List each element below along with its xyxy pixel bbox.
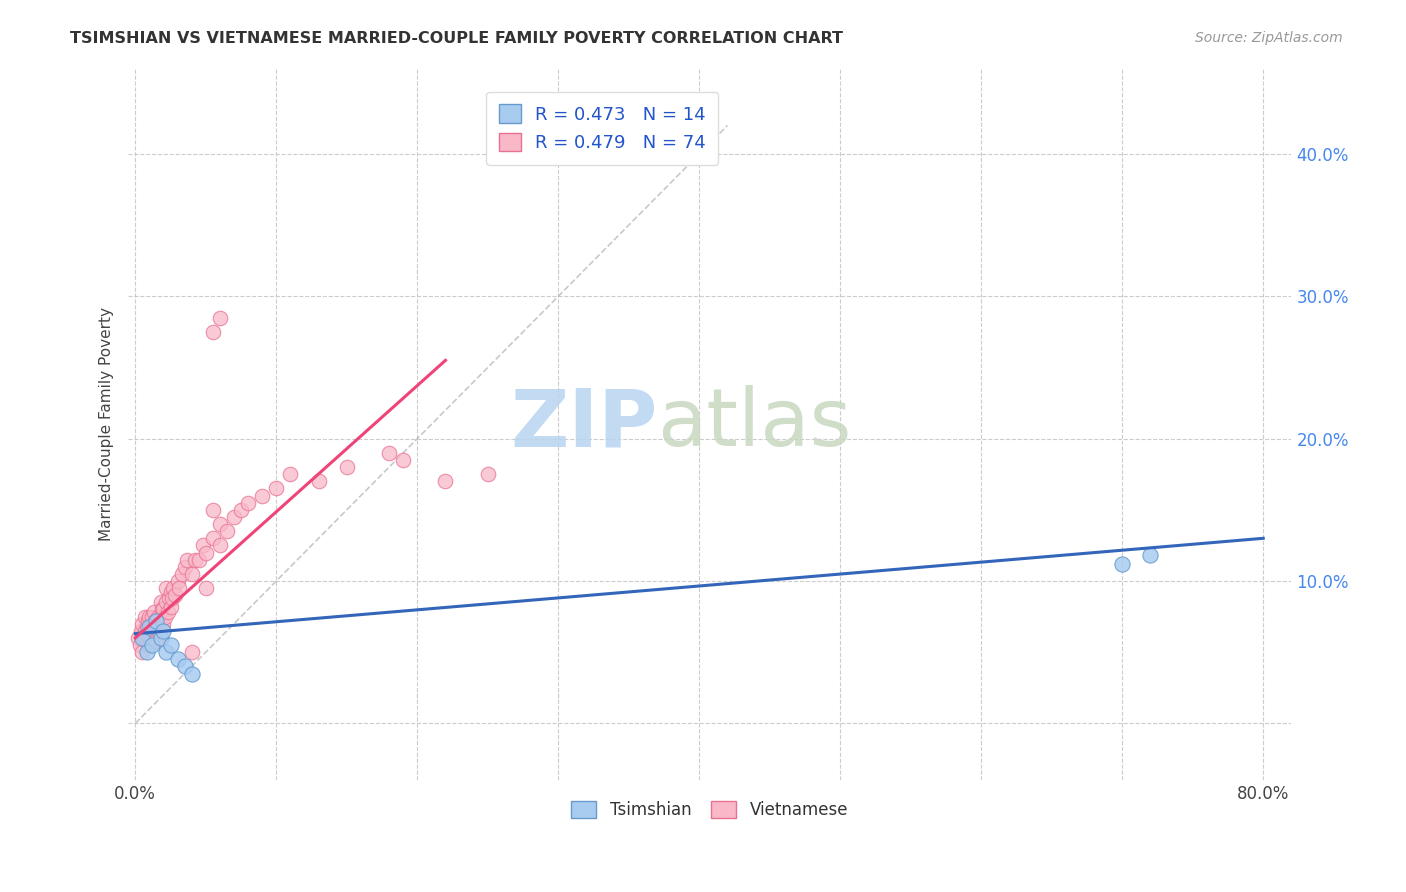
Point <box>308 475 330 489</box>
Point <box>143 614 166 628</box>
Point <box>1111 557 1133 571</box>
Point <box>148 616 170 631</box>
Point <box>201 531 224 545</box>
Point <box>215 524 238 538</box>
Point <box>159 599 181 614</box>
Point <box>166 574 188 588</box>
Text: atlas: atlas <box>658 385 852 464</box>
Point <box>266 482 288 496</box>
Point <box>141 638 163 652</box>
Point <box>1139 549 1161 563</box>
Point <box>152 602 174 616</box>
Point <box>180 666 202 681</box>
Point <box>138 619 160 633</box>
Point <box>135 645 157 659</box>
Point <box>135 619 157 633</box>
Point <box>141 609 163 624</box>
Text: TSIMSHIAN VS VIETNAMESE MARRIED-COUPLE FAMILY POVERTY CORRELATION CHART: TSIMSHIAN VS VIETNAMESE MARRIED-COUPLE F… <box>70 31 844 46</box>
Point <box>155 645 177 659</box>
Point <box>180 645 202 659</box>
Point <box>139 631 162 645</box>
Point <box>434 475 457 489</box>
Point <box>378 446 401 460</box>
Point <box>149 631 172 645</box>
Point <box>187 552 209 566</box>
Point <box>136 614 159 628</box>
Point <box>155 595 177 609</box>
Point <box>146 624 169 638</box>
Point <box>167 581 190 595</box>
Point <box>150 602 173 616</box>
Point <box>141 624 163 638</box>
Point <box>129 624 152 638</box>
Point <box>156 605 179 619</box>
Point <box>222 510 245 524</box>
Point <box>191 538 214 552</box>
Point <box>155 581 177 595</box>
Point <box>134 624 156 638</box>
Point <box>336 460 359 475</box>
Point <box>157 591 180 605</box>
Point <box>142 605 165 619</box>
Point <box>208 538 231 552</box>
Point <box>149 609 172 624</box>
Point <box>145 619 167 633</box>
Point <box>173 559 195 574</box>
Point <box>138 609 160 624</box>
Point <box>152 624 174 638</box>
Point <box>160 591 183 605</box>
Point <box>136 628 159 642</box>
Text: Source: ZipAtlas.com: Source: ZipAtlas.com <box>1195 31 1343 45</box>
Point <box>183 552 205 566</box>
Point <box>176 552 198 566</box>
Point <box>131 645 153 659</box>
Point <box>128 638 150 652</box>
Point <box>132 631 155 645</box>
Point <box>159 638 181 652</box>
Point <box>145 614 167 628</box>
Point <box>208 517 231 532</box>
Point <box>152 616 174 631</box>
Point <box>170 566 193 581</box>
Point <box>201 325 224 339</box>
Point <box>159 585 181 599</box>
Point <box>162 581 184 595</box>
Point <box>143 628 166 642</box>
Point <box>149 595 172 609</box>
Point <box>138 638 160 652</box>
Point <box>134 609 156 624</box>
Point <box>477 467 499 482</box>
Point <box>194 581 217 595</box>
Point <box>201 503 224 517</box>
Point <box>145 633 167 648</box>
Point <box>392 453 415 467</box>
Y-axis label: Married-Couple Family Poverty: Married-Couple Family Poverty <box>100 308 114 541</box>
Point <box>180 566 202 581</box>
Point <box>146 609 169 624</box>
Point <box>166 652 188 666</box>
Point <box>153 609 176 624</box>
Point <box>139 616 162 631</box>
Point <box>131 616 153 631</box>
Point <box>229 503 252 517</box>
Point <box>135 633 157 648</box>
Point <box>208 310 231 325</box>
Point <box>127 631 149 645</box>
Point <box>194 545 217 559</box>
Legend: Tsimshian, Vietnamese: Tsimshian, Vietnamese <box>565 794 855 825</box>
Point <box>138 624 160 638</box>
Point <box>280 467 302 482</box>
Point <box>142 619 165 633</box>
Point <box>236 496 259 510</box>
Point <box>163 588 186 602</box>
Text: ZIP: ZIP <box>510 385 658 464</box>
Point <box>250 489 273 503</box>
Point <box>131 631 153 645</box>
Point <box>173 659 195 673</box>
